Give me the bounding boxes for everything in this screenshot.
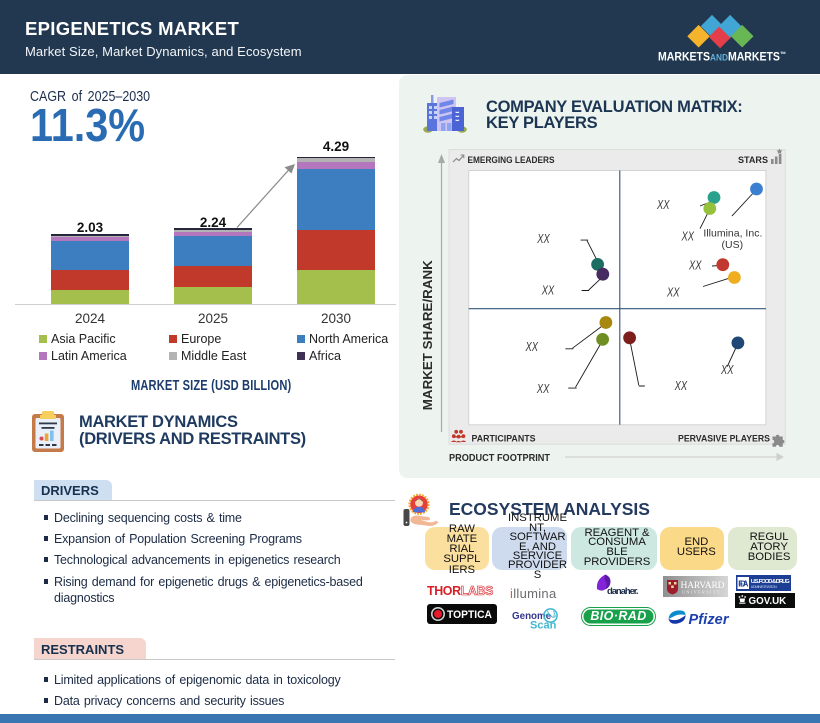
svg-text:FDA: FDA: [738, 579, 748, 588]
svg-text:XX: XX: [656, 197, 670, 212]
svg-text:COMPANY EVALUATION MATRIX:: COMPANY EVALUATION MATRIX:: [486, 98, 743, 116]
svg-text:(US): (US): [722, 239, 744, 251]
svg-text:MARKET SHARE/RANK: MARKET SHARE/RANK: [421, 260, 435, 410]
svg-text:STARS: STARS: [738, 155, 768, 165]
svg-text:HARVARD: HARVARD: [681, 581, 725, 591]
svg-text:danaher.: danaher.: [607, 586, 639, 597]
svg-text:XX: XX: [720, 362, 734, 377]
svg-text:ADMINISTRATION: ADMINISTRATION: [751, 585, 777, 589]
svg-text:THORLABS: THORLABS: [427, 583, 494, 598]
svg-text:EMERGING LEADERS: EMERGING LEADERS: [468, 155, 555, 165]
svg-text:XX: XX: [674, 378, 688, 393]
svg-text:Genome: Genome: [512, 611, 552, 622]
svg-text:XX: XX: [536, 381, 550, 396]
svg-text:PARTICIPANTS: PARTICIPANTS: [472, 434, 536, 444]
svg-text:XX: XX: [525, 339, 539, 354]
svg-text:MARKETSANDMARKETS™: MARKETSANDMARKETS™: [658, 50, 786, 64]
svg-text:KEY PLAYERS: KEY PLAYERS: [486, 114, 598, 132]
svg-text:XX: XX: [541, 283, 555, 298]
svg-text:GOV.UK: GOV.UK: [749, 596, 787, 607]
svg-text:TOPTICA: TOPTICA: [447, 609, 492, 621]
svg-text:Pfizer: Pfizer: [689, 612, 730, 628]
svg-text:XX: XX: [681, 229, 695, 244]
svg-text:UNIVERSITY: UNIVERSITY: [682, 590, 721, 595]
svg-text:PRODUCT FOOTPRINT: PRODUCT FOOTPRINT: [449, 452, 551, 464]
svg-text:PERVASIVE PLAYERS: PERVASIVE PLAYERS: [678, 434, 770, 444]
svg-text:XX: XX: [537, 231, 551, 246]
svg-text:Illumina, Inc.: Illumina, Inc.: [703, 227, 762, 239]
svg-text:XX: XX: [666, 285, 680, 300]
svg-text:Scan: Scan: [530, 620, 557, 632]
svg-text:U.S. FOOD & DRUG: U.S. FOOD & DRUG: [751, 579, 790, 585]
svg-text:XX: XX: [688, 257, 702, 272]
